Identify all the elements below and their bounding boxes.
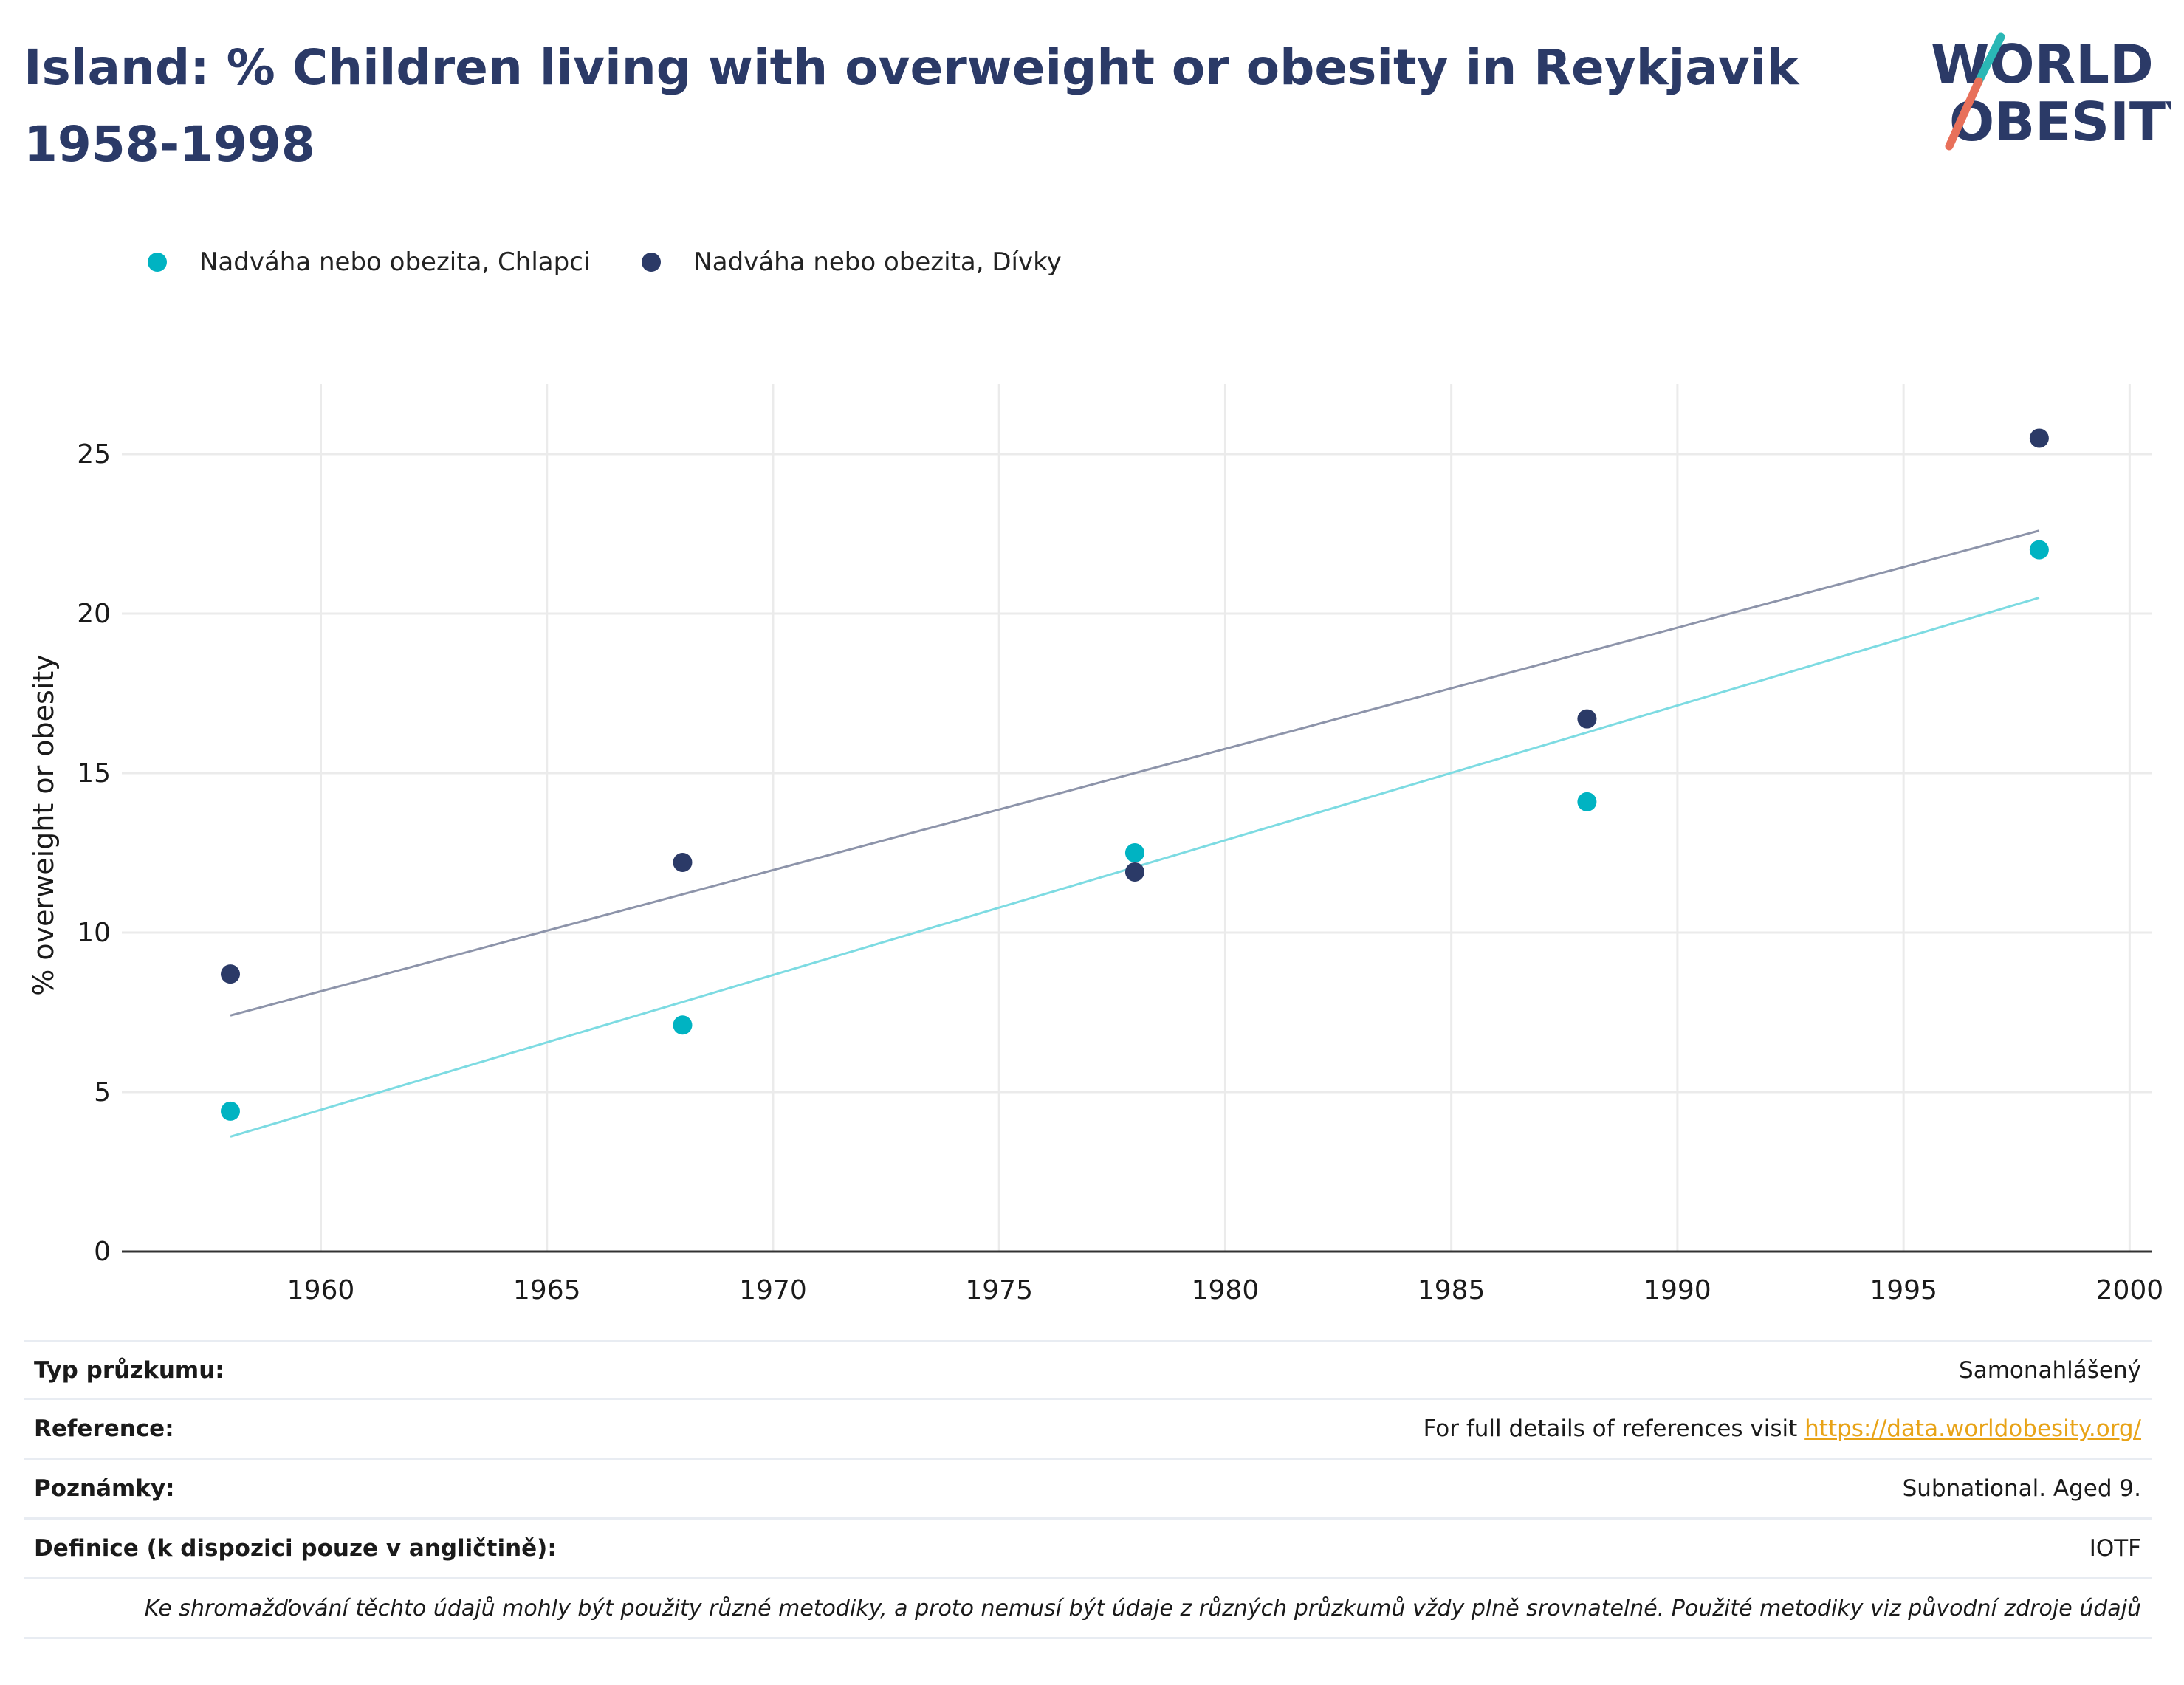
logo-slash-coral	[1945, 77, 1983, 151]
legend-label-boys: Nadváha nebo obezita, Chlapci	[199, 247, 591, 277]
definition-label: Definice (k dispozici pouze v angličtině…	[34, 1535, 557, 1562]
y-tick-label: 15	[77, 758, 111, 789]
logo-line2: OBESITY	[1949, 91, 2171, 153]
methodology-disclaimer: Ke shromažďování těchto údajů mohly být …	[24, 1579, 2152, 1639]
data-point-girls	[1577, 709, 1597, 729]
data-point-girls	[673, 852, 693, 872]
data-point-girls	[220, 964, 240, 984]
x-tick-label: 2000	[2096, 1275, 2164, 1305]
reference-text: For full details of references visit	[1423, 1415, 1805, 1442]
notes-label: Poznámky:	[34, 1475, 175, 1502]
data-point-girls	[2029, 428, 2049, 448]
y-tick-label: 5	[94, 1077, 111, 1108]
meta-row-notes: Poznámky: Subnational. Aged 9.	[24, 1460, 2152, 1520]
data-point-boys	[1577, 792, 1597, 811]
y-tick-label: 0	[94, 1237, 111, 1267]
data-point-boys	[220, 1101, 240, 1121]
logo-slash-teal	[1974, 32, 2005, 86]
legend-dot-girls	[642, 253, 662, 272]
scatter-chart: 1960 1965 1970 1975 1980 1985 1990 1995 2000 0 5 10…	[27, 384, 2164, 1305]
trend-line-girls	[230, 529, 2040, 1017]
x-tick-label: 1970	[739, 1275, 807, 1305]
logo-line1: WORLD	[1931, 33, 2154, 95]
x-tick-label: 1990	[1644, 1275, 1711, 1305]
y-tick-label: 25	[77, 439, 111, 470]
meta-row-definition: Definice (k dispozici pouze v angličtině…	[24, 1520, 2152, 1579]
definition-value: IOTF	[2089, 1535, 2141, 1562]
world-obesity-logo: WORLD OBESITY	[1920, 30, 2184, 155]
meta-row-reference: Reference: For full details of reference…	[24, 1400, 2152, 1460]
data-point-girls	[1124, 862, 1144, 882]
y-tick-label: 20	[77, 599, 111, 629]
legend-label-girls: Nadváha nebo obezita, Dívky	[693, 247, 1062, 277]
data-point-boys	[2029, 540, 2049, 560]
legend-item-girls[interactable]: Nadváha nebo obezita, Dívky	[642, 247, 1062, 277]
chart-title: Island: % Children living with overweigh…	[24, 39, 1799, 173]
reference-value: For full details of references visit htt…	[1424, 1415, 2141, 1442]
x-tick-label: 1960	[287, 1275, 355, 1305]
legend-item-boys[interactable]: Nadváha nebo obezita, Chlapci	[148, 247, 590, 277]
notes-value: Subnational. Aged 9.	[1902, 1475, 2141, 1502]
data-point-boys	[1124, 843, 1144, 863]
metadata-table: Typ průzkumu: Samonahlášený Reference: F…	[24, 1340, 2152, 1639]
x-tick-label: 1965	[513, 1275, 581, 1305]
y-tick-label: 10	[77, 918, 111, 948]
x-tick-label: 1975	[965, 1275, 1033, 1305]
survey-type-value: Samonahlášený	[1959, 1356, 2141, 1384]
x-tick-label: 1980	[1192, 1275, 1260, 1305]
reference-link[interactable]: https://data.worldobesity.org/	[1804, 1415, 2141, 1442]
x-tick-label: 1985	[1418, 1275, 1486, 1305]
legend-dot-boys	[148, 253, 167, 272]
legend: Nadváha nebo obezita, Chlapci Nadváha ne…	[148, 244, 1113, 281]
meta-row-survey-type: Typ průzkumu: Samonahlášený	[24, 1340, 2152, 1400]
y-axis-label: % overweight or obesity	[27, 654, 60, 996]
survey-type-label: Typ průzkumu:	[34, 1356, 224, 1384]
reference-label: Reference:	[34, 1415, 174, 1442]
data-point-boys	[673, 1015, 693, 1035]
x-tick-label: 1995	[1869, 1275, 1937, 1305]
